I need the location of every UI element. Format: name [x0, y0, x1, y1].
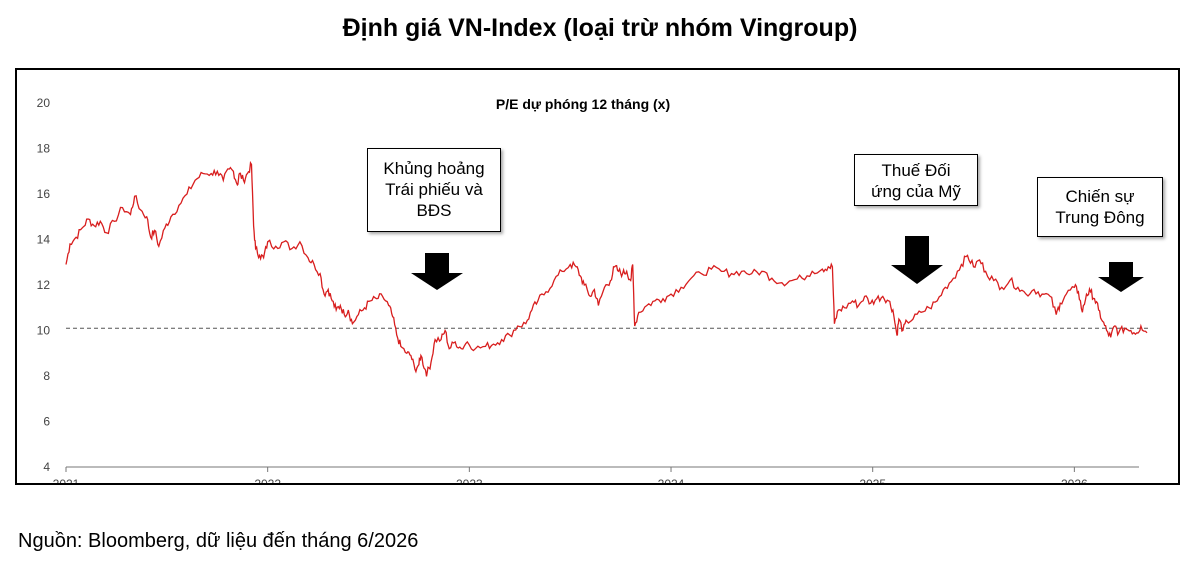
annotation-line: Chiến sự: [1065, 187, 1135, 206]
annotation-line: Trái phiếu và: [385, 180, 483, 199]
y-tick-label: 4: [43, 460, 50, 474]
source-note: Nguồn: Bloomberg, dữ liệu đến tháng 6/20…: [18, 530, 419, 552]
page-title: Định giá VN-Index (loại trừ nhóm Vingrou…: [342, 14, 858, 42]
y-tick-label: 6: [43, 415, 50, 429]
annotation-line: ứng của Mỹ: [871, 182, 961, 201]
x-tick-label: 2022: [254, 477, 281, 483]
axis-layer: 4 6 8 10 12 14 16 18 20 2021 2022 2023 2024 2025 2026: [37, 96, 1139, 483]
series-line-pe: [65, 160, 1148, 377]
annotation-line: Trung Đông: [1055, 208, 1145, 227]
x-tick-label: 2026: [1061, 477, 1088, 483]
down-arrow-icon: [1098, 262, 1144, 292]
y-tick-label: 14: [37, 233, 51, 247]
x-tick-label: 2021: [53, 477, 80, 483]
x-tick-label: 2024: [658, 477, 685, 483]
down-arrow-icon: [411, 253, 463, 290]
y-tick-label: 16: [37, 187, 51, 201]
down-arrow-icon: [891, 236, 943, 284]
annotation-middle-east-war: Chiến sự Trung Đông: [1037, 177, 1163, 237]
chart-title: P/E dự phóng 12 tháng (x): [496, 96, 670, 112]
y-tick-label: 18: [37, 142, 51, 156]
x-tick-label: 2025: [859, 477, 886, 483]
annotation-us-tariff: Thuế Đối ứng của Mỹ: [854, 154, 978, 206]
annotation-line: Thuế Đối: [881, 161, 951, 180]
y-tick-label: 12: [37, 278, 51, 292]
annotation-line: Khủng hoảng: [383, 159, 485, 178]
annotation-line: BĐS: [416, 201, 452, 220]
y-tick-label: 10: [37, 324, 51, 338]
x-tick-label: 2023: [456, 477, 483, 483]
y-tick-label: 20: [37, 96, 51, 110]
y-tick-label: 8: [43, 369, 50, 383]
arrow-layer: [411, 236, 1144, 292]
annotation-bond-crisis: Khủng hoảng Trái phiếu và BĐS: [367, 148, 501, 232]
chart-frame: P/E dự phóng 12 tháng (x) 4 6 8 10 12 14 16 18 2…: [15, 68, 1180, 485]
chart-plot: P/E dự phóng 12 tháng (x) 4 6 8 10 12 14 16 18 2…: [37, 96, 1151, 483]
